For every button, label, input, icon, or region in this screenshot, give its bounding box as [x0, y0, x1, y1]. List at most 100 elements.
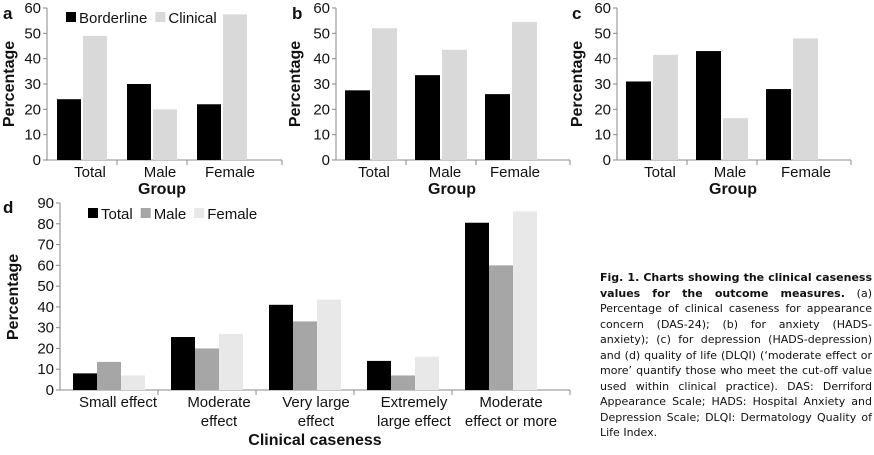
bar-d-s1-c2 — [293, 321, 317, 390]
x-axis-title: Group — [138, 181, 186, 198]
bar-d-s0-c2 — [269, 304, 293, 390]
y-tick-label: 70 — [37, 237, 54, 254]
x-tick-label: Extremely — [381, 394, 448, 411]
y-tick-label: 20 — [594, 101, 611, 118]
y-tick-label: 50 — [313, 25, 330, 42]
bar-b-s1-c0 — [372, 28, 397, 161]
y-tick-label: 40 — [37, 299, 54, 316]
y-tick-label: 20 — [24, 101, 41, 118]
x-tick-label: Male — [144, 164, 177, 181]
bar-b-s0-c0 — [345, 90, 370, 160]
x-axis-title: Group — [428, 181, 476, 198]
bar-a-s1-c0 — [83, 35, 107, 160]
legend-entry: Male — [154, 206, 187, 223]
x-tick-label: effect — [298, 413, 335, 430]
legend-entry: Female — [207, 206, 257, 223]
bar-a-s1-c1 — [153, 109, 177, 160]
legend-entry: Borderline — [79, 10, 147, 27]
bar-d-s2-c0 — [121, 375, 145, 390]
bar-c-s1-c2 — [793, 38, 818, 160]
y-tick-label: 30 — [24, 76, 41, 93]
bar-d-s1-c4 — [489, 265, 513, 390]
panel-label: a — [3, 4, 13, 23]
legend-swatch — [88, 208, 98, 218]
y-tick-label: 40 — [24, 51, 41, 68]
bar-d-s1-c3 — [391, 375, 415, 390]
y-tick-label: 30 — [37, 320, 54, 337]
legend-swatch — [66, 12, 76, 22]
bar-c-s0-c1 — [696, 51, 721, 160]
y-tick-label: 0 — [322, 152, 330, 169]
x-tick-label: Female — [490, 164, 540, 181]
chart-panel-a: 0 10 20 30 40 50 60 Total Male Female Group Percent… — [1, 0, 283, 198]
y-tick-label: 30 — [313, 76, 330, 93]
y-tick-label: 20 — [37, 340, 54, 357]
y-axis-title: Percentage — [569, 41, 586, 127]
legend-entry: Total — [101, 206, 133, 223]
x-tick-label: Male — [429, 164, 462, 181]
bar-d-s0-c0 — [73, 373, 97, 390]
x-axis-title: Clinical caseness — [248, 432, 382, 449]
y-tick-label: 10 — [37, 361, 54, 378]
bar-b-s1-c1 — [442, 49, 467, 160]
bar-c-s1-c1 — [723, 118, 748, 160]
x-tick-label: Female — [205, 164, 255, 181]
y-tick-label: 10 — [24, 127, 41, 144]
bar-b-s0-c2 — [485, 94, 510, 160]
y-tick-label: 60 — [594, 0, 611, 17]
panel-label: b — [292, 4, 302, 23]
bar-d-s2-c4 — [513, 211, 537, 390]
legend-swatch — [194, 208, 205, 218]
x-tick-label: large effect — [377, 413, 452, 430]
y-tick-label: 10 — [313, 127, 330, 144]
y-tick-label: 60 — [24, 0, 41, 17]
bar-d-s2-c2 — [317, 299, 341, 390]
bar-b-s1-c2 — [512, 21, 537, 160]
chart-panel-c: 0 10 20 30 40 50 60 Total Male Female Group Percent… — [569, 0, 852, 198]
y-tick-label: 10 — [594, 127, 611, 144]
y-tick-label: 30 — [594, 76, 611, 93]
y-tick-label: 0 — [46, 382, 54, 399]
y-tick-label: 50 — [594, 25, 611, 42]
y-axis-title: Percentage — [287, 41, 304, 127]
x-tick-label: Total — [644, 164, 676, 181]
y-tick-label: 50 — [37, 278, 54, 295]
y-tick-label: 60 — [313, 0, 330, 17]
x-tick-label: Very large — [282, 394, 350, 411]
legend-swatch — [140, 208, 151, 218]
bar-d-s1-c0 — [97, 361, 121, 390]
x-tick-label: Moderate — [187, 394, 250, 411]
y-tick-label: 50 — [24, 25, 41, 42]
bar-d-s1-c1 — [195, 348, 219, 390]
bar-c-s1-c0 — [653, 54, 678, 160]
x-tick-label: Total — [74, 164, 106, 181]
x-axis-title: Group — [709, 181, 757, 198]
y-tick-label: 60 — [37, 257, 54, 274]
bar-a-s0-c1 — [127, 84, 151, 160]
y-tick-label: 40 — [594, 51, 611, 68]
bar-a-s1-c2 — [223, 14, 247, 161]
y-tick-label: 20 — [313, 101, 330, 118]
x-tick-label: effect or more — [465, 413, 557, 430]
caption-body: (a) Percentage of clinical caseness for … — [600, 286, 872, 440]
y-tick-label: 40 — [313, 51, 330, 68]
x-tick-label: effect — [201, 413, 238, 430]
y-tick-label: 80 — [37, 216, 54, 233]
bar-c-s0-c0 — [626, 81, 651, 160]
panel-label: c — [572, 4, 581, 23]
x-tick-label: Male — [714, 164, 747, 181]
figure-caption: Fig. 1. Charts showing the clinical case… — [600, 270, 872, 441]
caption-lead: Fig. 1. Charts showing the clinical case… — [600, 271, 872, 300]
bar-d-s0-c4 — [465, 222, 489, 390]
bar-d-s2-c1 — [219, 333, 243, 390]
x-tick-label: Small effect — [79, 394, 158, 411]
bar-d-s2-c3 — [415, 356, 439, 390]
bar-b-s0-c1 — [415, 75, 440, 160]
bar-a-s0-c0 — [57, 99, 81, 160]
legend-swatch — [155, 12, 166, 22]
chart-panel-b: 0 10 20 30 40 50 60 Total Male Female Group Percent… — [287, 0, 571, 198]
y-tick-label: 0 — [603, 152, 611, 169]
x-tick-label: Female — [781, 164, 831, 181]
x-tick-label: Total — [358, 164, 390, 181]
